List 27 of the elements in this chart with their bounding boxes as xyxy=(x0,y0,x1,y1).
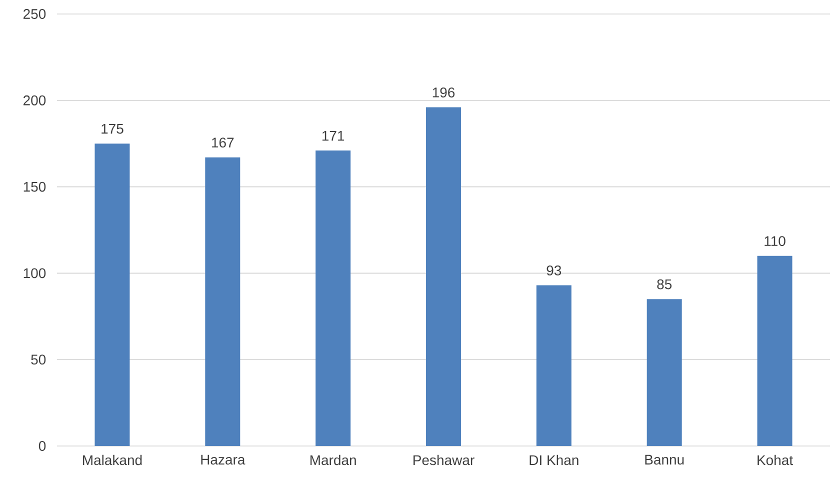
data-label: 93 xyxy=(546,265,562,276)
data-label: 110 xyxy=(764,236,786,246)
x-tick-label: Hazara xyxy=(201,454,246,465)
bar xyxy=(316,150,351,446)
y-tick-label: 250 xyxy=(23,9,46,19)
y-tick-label: 50 xyxy=(31,354,46,365)
y-tick-label: 150 xyxy=(24,182,46,192)
data-label: 175 xyxy=(102,124,124,134)
bar xyxy=(426,107,461,446)
data-label: 85 xyxy=(657,279,672,290)
y-tick-label: 200 xyxy=(23,95,46,106)
x-tick-label: DI Khan xyxy=(530,454,578,466)
x-tick-label: Peshawar xyxy=(414,454,474,466)
bar xyxy=(536,285,572,446)
x-tick-label: Mardan xyxy=(310,454,356,466)
data-label: 196 xyxy=(432,88,455,98)
x-tick-label: Kohat xyxy=(758,454,793,466)
x-tick-label: Bannu xyxy=(645,454,684,465)
y-tick-label: 0 xyxy=(38,441,46,451)
bar xyxy=(205,157,240,446)
data-label: 171 xyxy=(322,131,344,141)
bar xyxy=(646,299,682,446)
bar xyxy=(757,256,792,446)
data-label: 167 xyxy=(212,138,234,148)
y-tick-label: 100 xyxy=(24,268,46,278)
bar xyxy=(94,144,130,446)
x-tick-label: Malakand xyxy=(83,454,142,466)
